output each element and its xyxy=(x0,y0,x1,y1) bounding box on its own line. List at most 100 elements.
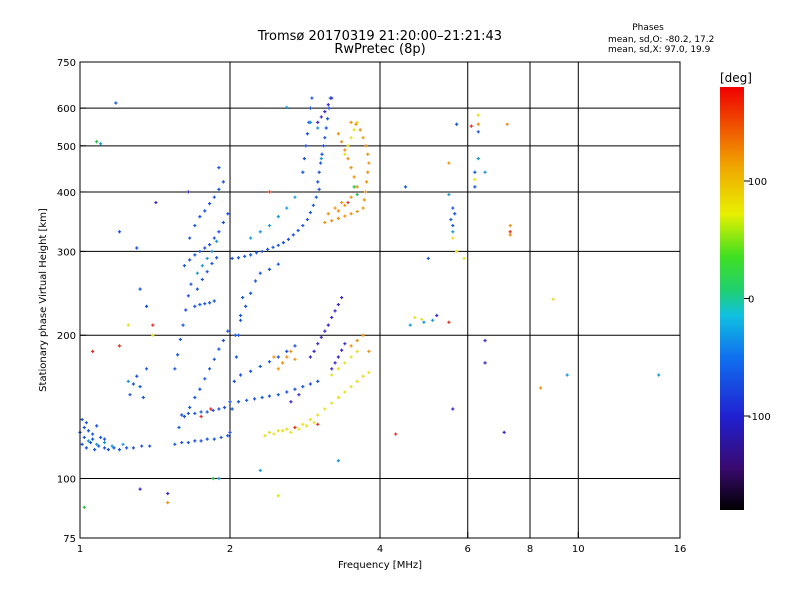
data-point xyxy=(305,217,310,222)
x-axis-ticks: 1 2 4 6 8 10 16 xyxy=(77,532,687,555)
data-point xyxy=(258,364,262,369)
data-point xyxy=(291,233,295,237)
data-point xyxy=(211,408,215,413)
data-point xyxy=(551,297,555,301)
data-point xyxy=(408,323,412,327)
data-point xyxy=(336,395,340,400)
data-point xyxy=(230,256,234,261)
data-point xyxy=(336,459,340,463)
data-point xyxy=(362,198,366,202)
data-point xyxy=(238,373,243,377)
data-point xyxy=(232,379,236,383)
data-point xyxy=(131,382,136,386)
data-point xyxy=(203,209,207,213)
data-point xyxy=(173,367,177,371)
data-point xyxy=(310,96,314,100)
data-point xyxy=(221,220,226,225)
data-point xyxy=(367,349,371,353)
data-point xyxy=(508,233,512,237)
data-point xyxy=(352,185,356,189)
data-point xyxy=(221,338,226,343)
data-point xyxy=(349,120,353,124)
data-point xyxy=(336,302,340,307)
data-point xyxy=(271,245,275,249)
data-point xyxy=(505,122,509,126)
data-point xyxy=(355,209,359,214)
data-point xyxy=(455,122,459,126)
data-point xyxy=(205,437,209,441)
data-point xyxy=(430,318,435,322)
data-point xyxy=(114,101,118,105)
data-point xyxy=(343,203,347,207)
data-point xyxy=(330,373,334,377)
data-point xyxy=(276,429,280,433)
data-point xyxy=(198,302,202,307)
data-point xyxy=(176,353,180,357)
data-point xyxy=(249,253,253,257)
data-point xyxy=(361,374,365,378)
data-point xyxy=(193,304,197,308)
x-tick-label: 16 xyxy=(674,544,687,555)
data-point xyxy=(126,379,130,383)
data-point xyxy=(330,96,334,100)
data-point xyxy=(141,395,145,400)
data-point xyxy=(203,377,207,381)
data-point xyxy=(343,214,347,218)
data-point xyxy=(355,185,359,189)
data-point xyxy=(447,192,451,197)
x-tick-label: 6 xyxy=(465,544,471,555)
data-point xyxy=(308,210,313,215)
data-point xyxy=(182,264,186,268)
colorbar-label: [deg] xyxy=(720,71,752,85)
data-point xyxy=(296,228,300,233)
data-point xyxy=(355,192,359,197)
colorbar-tick-label: 100 xyxy=(748,177,767,188)
data-point xyxy=(99,435,103,440)
data-point xyxy=(308,106,313,110)
data-point xyxy=(276,215,280,219)
data-point xyxy=(297,427,301,431)
data-point xyxy=(207,202,212,206)
colorbar-tick-label: 0 xyxy=(748,295,754,306)
data-point xyxy=(252,397,257,401)
data-point xyxy=(144,367,149,371)
data-point xyxy=(95,140,99,144)
data-point xyxy=(217,476,221,481)
data-point xyxy=(281,241,286,245)
data-point xyxy=(476,113,480,117)
data-point xyxy=(249,369,253,373)
x-tick-label: 8 xyxy=(527,544,533,555)
data-point xyxy=(565,373,569,377)
data-point xyxy=(193,439,197,443)
data-point xyxy=(293,344,297,348)
data-point xyxy=(354,122,358,126)
data-point xyxy=(266,247,270,251)
data-point xyxy=(361,136,365,140)
chart-subtitle: RwPretec (8p) xyxy=(334,42,425,57)
data-point xyxy=(426,256,430,261)
data-point xyxy=(366,152,370,156)
data-point xyxy=(99,142,103,146)
data-point xyxy=(140,444,144,448)
data-point xyxy=(186,440,190,445)
data-point xyxy=(285,206,289,210)
x-tick-label: 1 xyxy=(77,544,83,555)
data-point xyxy=(198,215,202,219)
data-point xyxy=(455,249,459,254)
data-point xyxy=(326,323,330,327)
data-point xyxy=(289,430,293,434)
data-point xyxy=(301,385,305,389)
data-point xyxy=(276,355,280,359)
data-point xyxy=(249,236,253,240)
data-point xyxy=(453,212,457,216)
data-point xyxy=(293,387,297,391)
data-point xyxy=(200,264,204,268)
data-point xyxy=(538,386,543,390)
grid-lines xyxy=(80,62,680,538)
data-point xyxy=(212,299,216,303)
data-point xyxy=(131,446,136,450)
data-point xyxy=(301,223,305,228)
data-point xyxy=(349,385,353,389)
data-point xyxy=(361,206,365,210)
